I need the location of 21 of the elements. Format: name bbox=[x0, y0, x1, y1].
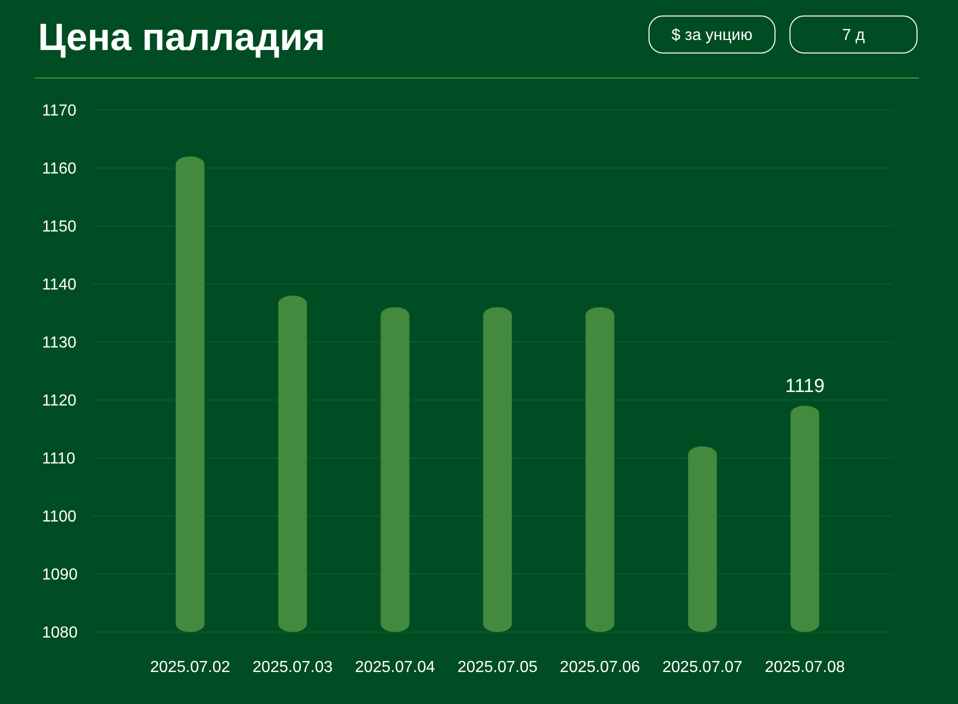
x-tick-label: 2025.07.08 bbox=[764, 659, 846, 676]
data-label: 1119 bbox=[785, 376, 825, 397]
x-tick-label: 2025.07.03 bbox=[252, 659, 333, 676]
y-tick-label: 1150 bbox=[42, 218, 77, 236]
x-tick-label: 2025.07.06 bbox=[560, 659, 640, 676]
y-tick-label: 1170 bbox=[42, 102, 77, 120]
y-tick-label: 1080 bbox=[42, 624, 78, 642]
x-tick-label: 2025.07.04 bbox=[355, 659, 436, 676]
text: 7 д bbox=[842, 27, 866, 44]
y-tick-label: 1160 bbox=[42, 160, 77, 178]
y-tick-label: 1140 bbox=[42, 276, 77, 294]
x-tick-label: 2025.07.02 bbox=[150, 659, 230, 676]
y-tick-label: 1100 bbox=[42, 508, 77, 526]
y-tick-label: 1130 bbox=[42, 334, 77, 352]
x-tick-label: 2025.07.07 bbox=[662, 659, 743, 676]
x-tick-label: 2025.07.05 bbox=[457, 659, 538, 676]
y-tick-label: 1120 bbox=[42, 392, 77, 410]
y-tick-label: 1110 bbox=[42, 450, 76, 468]
chart-title: Цена палладия bbox=[38, 17, 326, 59]
y-tick-label: 1090 bbox=[42, 566, 78, 584]
text: $ за унцию bbox=[672, 27, 752, 44]
